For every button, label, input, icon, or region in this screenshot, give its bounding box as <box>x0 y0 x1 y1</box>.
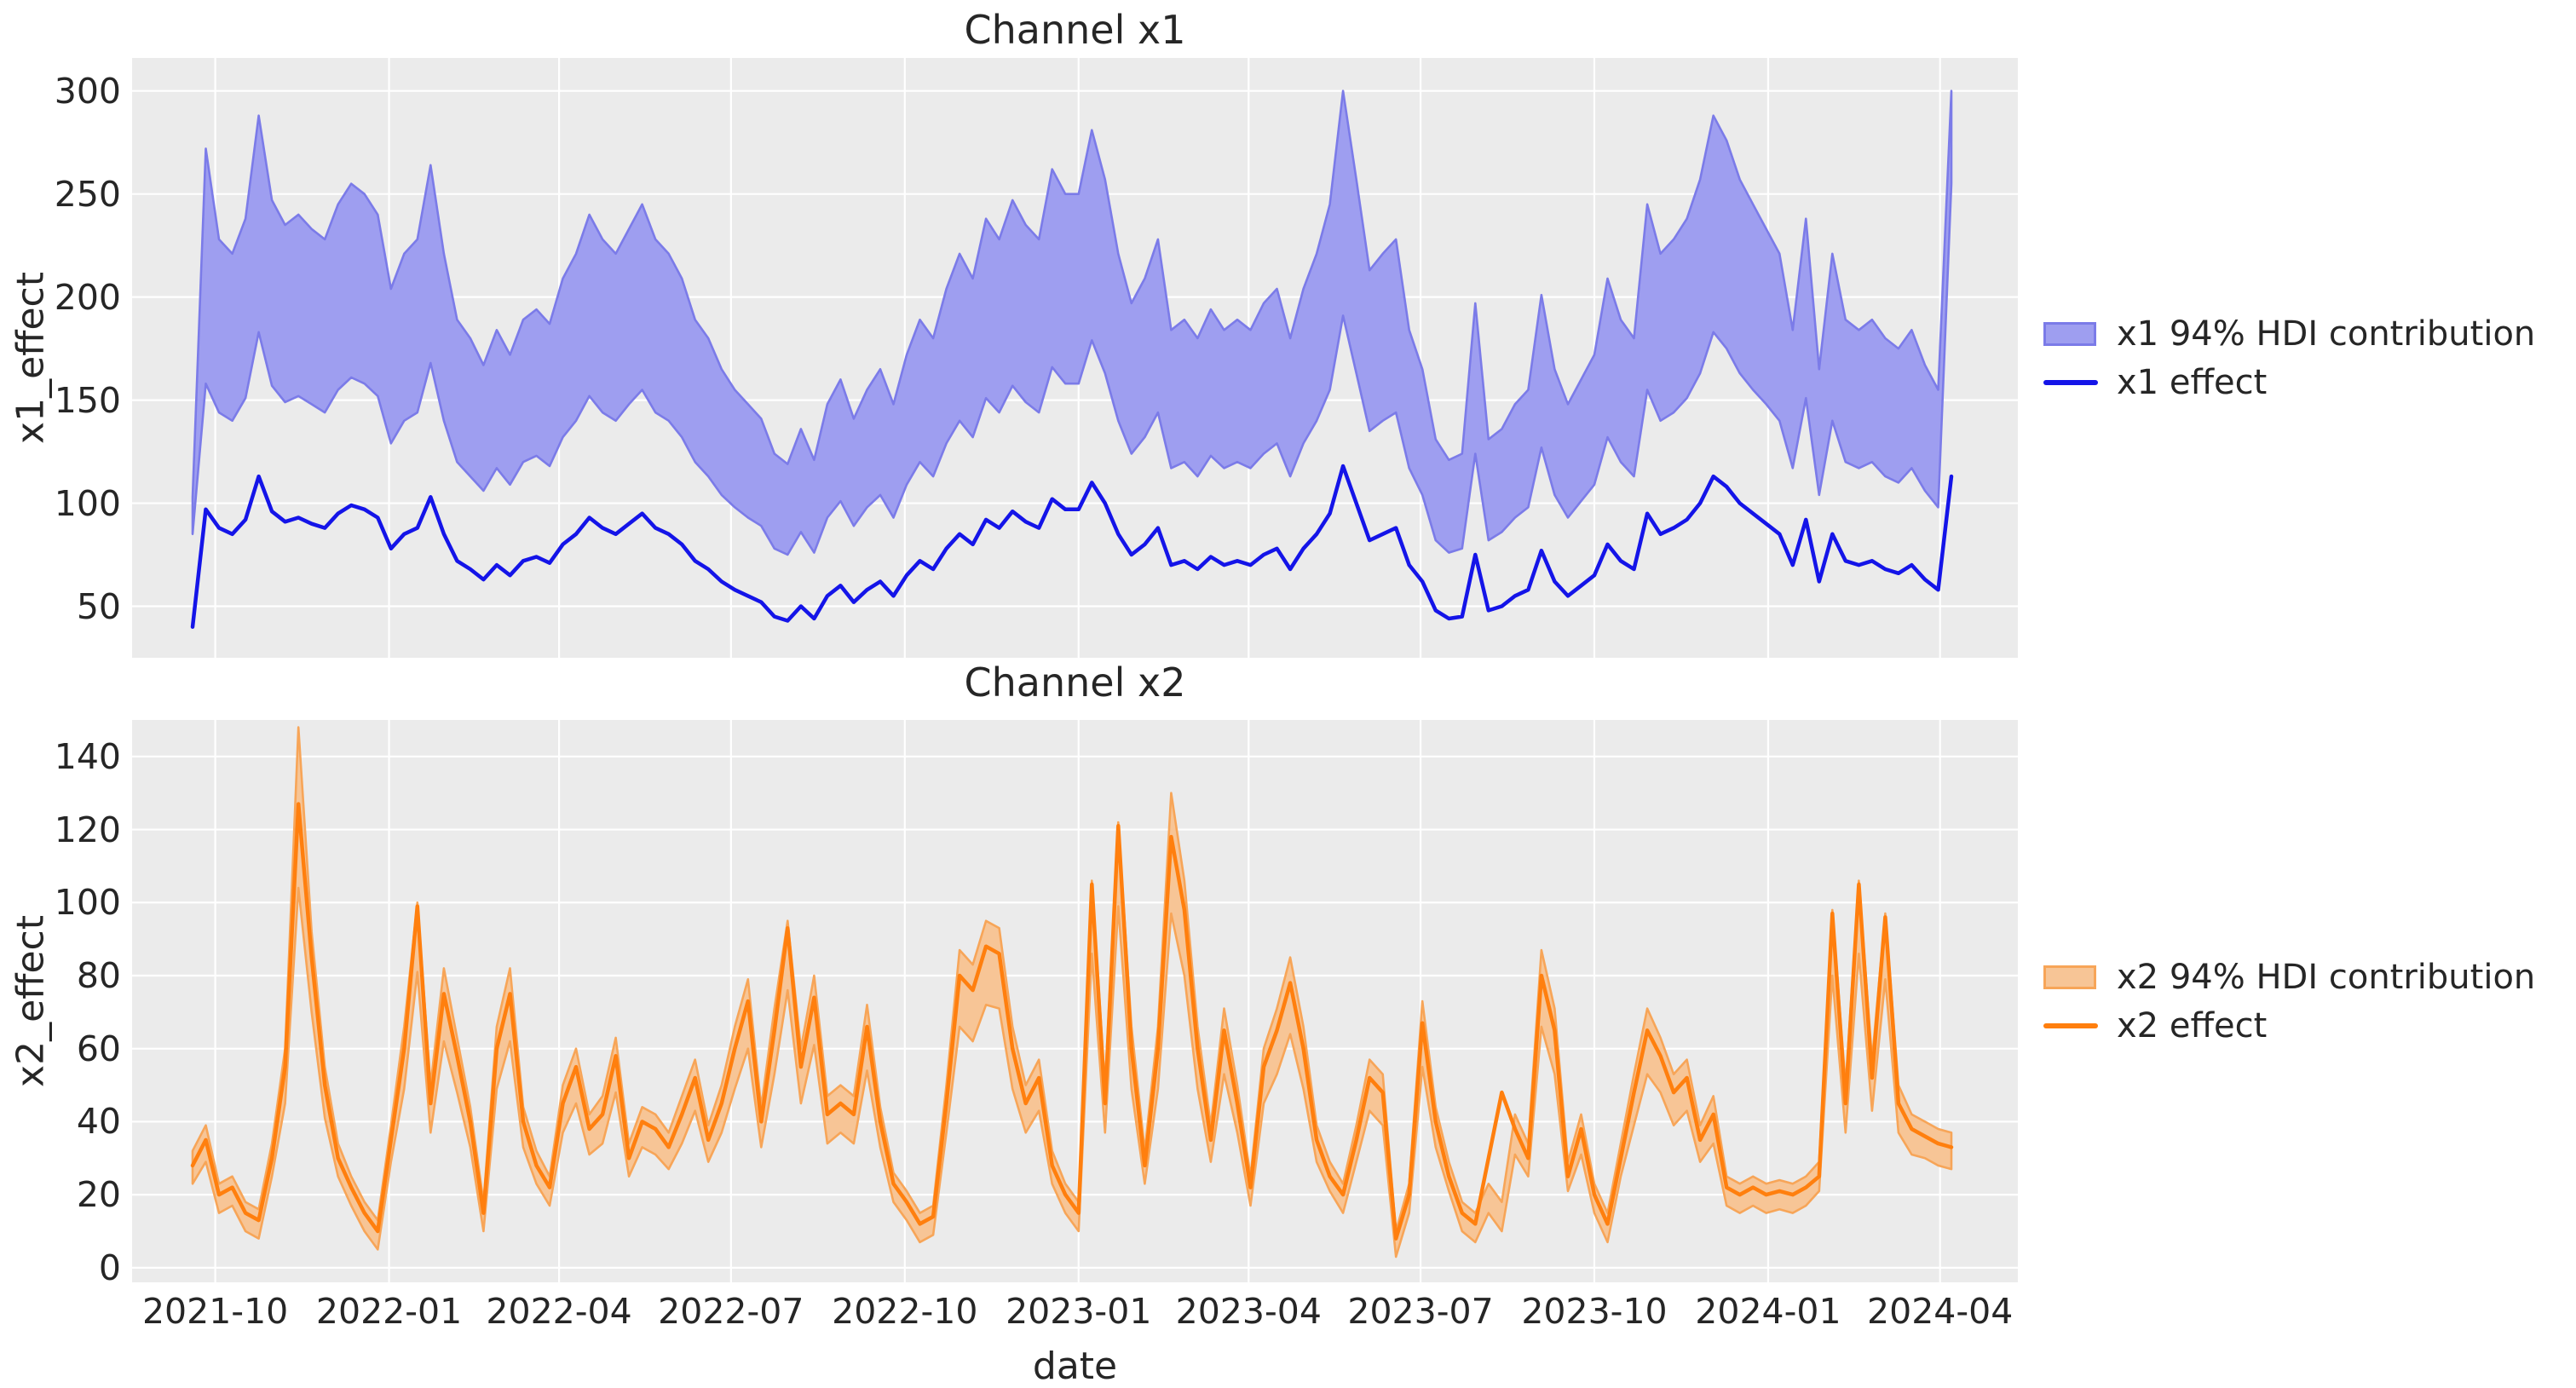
x-tick-label: 2022-01 <box>315 1291 463 1332</box>
legend-x2: x2 94% HDI contribution x2 effect <box>2043 953 2535 1050</box>
y-tick-label: 100 <box>54 882 121 924</box>
plot-area-x1 <box>132 58 2018 658</box>
x-tick-label: 2022-10 <box>832 1291 978 1332</box>
legend-label: x2 94% HDI contribution <box>2117 957 2536 997</box>
legend-entry-x2-band: x2 94% HDI contribution <box>2043 953 2535 1001</box>
y-tick-label: 0 <box>98 1247 121 1288</box>
x-tick-label: 2021-10 <box>141 1291 289 1332</box>
legend-x1: x1 94% HDI contribution x1 effect <box>2043 309 2535 406</box>
band-swatch-icon <box>2043 965 2096 989</box>
y-tick-label: 300 <box>54 70 121 112</box>
legend-label: x1 effect <box>2117 362 2268 402</box>
plot-title-x2: Channel x2 <box>964 659 1186 706</box>
legend-entry-x2-line: x2 effect <box>2043 1001 2535 1050</box>
plot-title-x1: Channel x1 <box>964 7 1186 53</box>
y-tick-label: 140 <box>54 735 121 777</box>
legend-entry-x1-line: x1 effect <box>2043 358 2535 406</box>
y-tick-label: 60 <box>76 1028 121 1069</box>
y-tick-label: 40 <box>76 1101 121 1143</box>
line-swatch-icon <box>2043 379 2098 385</box>
legend-label: x1 94% HDI contribution <box>2117 314 2536 354</box>
x-tick-label: 2023-07 <box>1347 1291 1494 1332</box>
x-tick-label: 2023-04 <box>1175 1291 1322 1332</box>
y-tick-label: 100 <box>54 482 121 524</box>
y-tick-label: 250 <box>54 173 121 215</box>
plot-area-x2 <box>132 720 2018 1282</box>
x-tick-label: 2023-10 <box>1521 1291 1668 1332</box>
x-tick-label: 2023-01 <box>1006 1291 1152 1332</box>
y-tick-label: 150 <box>54 379 121 421</box>
y-tick-label: 50 <box>76 585 121 627</box>
legend-label: x2 effect <box>2117 1005 2268 1045</box>
y-tick-label: 120 <box>54 809 121 850</box>
y-tick-label: 80 <box>76 955 121 996</box>
y-tick-label: 200 <box>54 276 121 318</box>
x-tick-label: 2022-04 <box>486 1291 632 1332</box>
x-axis-label: date <box>1032 1345 1118 1388</box>
legend-entry-x1-band: x1 94% HDI contribution <box>2043 309 2535 358</box>
x-tick-label: 2022-07 <box>658 1291 804 1332</box>
y-tick-label: 20 <box>76 1174 121 1216</box>
x-tick-label: 2024-01 <box>1695 1291 1841 1332</box>
x-tick-label: 2024-04 <box>1867 1291 2014 1332</box>
band-swatch-icon <box>2043 321 2096 346</box>
line-swatch-icon <box>2043 1022 2098 1028</box>
